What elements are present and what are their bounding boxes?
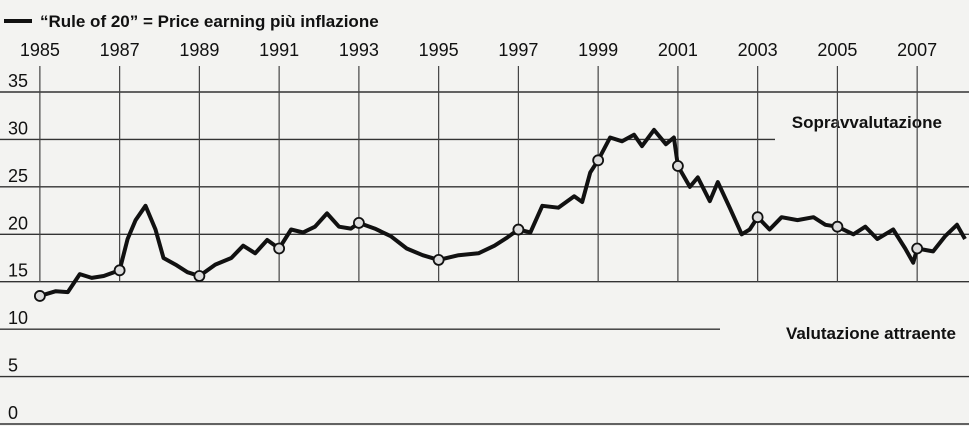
year-marker (273, 242, 286, 255)
year-marker (512, 223, 525, 236)
year-marker (672, 160, 684, 172)
x-tick-label: 1991 (259, 40, 299, 60)
year-marker (831, 220, 844, 233)
annotation: Valutazione attraente (786, 324, 956, 343)
y-tick-label: 0 (8, 403, 18, 423)
year-marker (751, 211, 764, 224)
x-tick-label: 1997 (498, 40, 538, 60)
x-tick-label: 2001 (658, 40, 698, 60)
y-tick-label: 35 (8, 71, 28, 91)
y-tick-label: 25 (8, 166, 28, 186)
legend-label: “Rule of 20” = Price earning più inflazi… (40, 12, 379, 31)
x-tick-label: 2005 (817, 40, 857, 60)
year-marker (432, 253, 445, 266)
y-tick-label: 10 (8, 308, 28, 328)
line-series (39, 127, 967, 298)
year-marker (193, 270, 206, 282)
x-tick-label: 1999 (578, 40, 618, 60)
year-marker (113, 264, 126, 277)
x-tick-label: 1995 (419, 40, 459, 60)
year-marker (33, 290, 46, 302)
y-tick-label: 30 (8, 118, 28, 138)
y-tick-label: 20 (8, 213, 28, 233)
year-marker (592, 154, 605, 167)
x-tick-label: 2003 (738, 40, 778, 60)
y-tick-label: 5 (8, 356, 18, 376)
y-tick-label: 15 (8, 261, 28, 281)
x-tick-label: 1989 (179, 40, 219, 60)
x-tick-label: 1985 (20, 40, 60, 60)
year-marker (352, 217, 365, 229)
x-tick-label: 1993 (339, 40, 379, 60)
x-tick-label: 2007 (897, 40, 937, 60)
x-tick-label: 1987 (100, 40, 140, 60)
year-marker (911, 242, 924, 255)
annotation: Sopravvalutazione (792, 113, 942, 132)
